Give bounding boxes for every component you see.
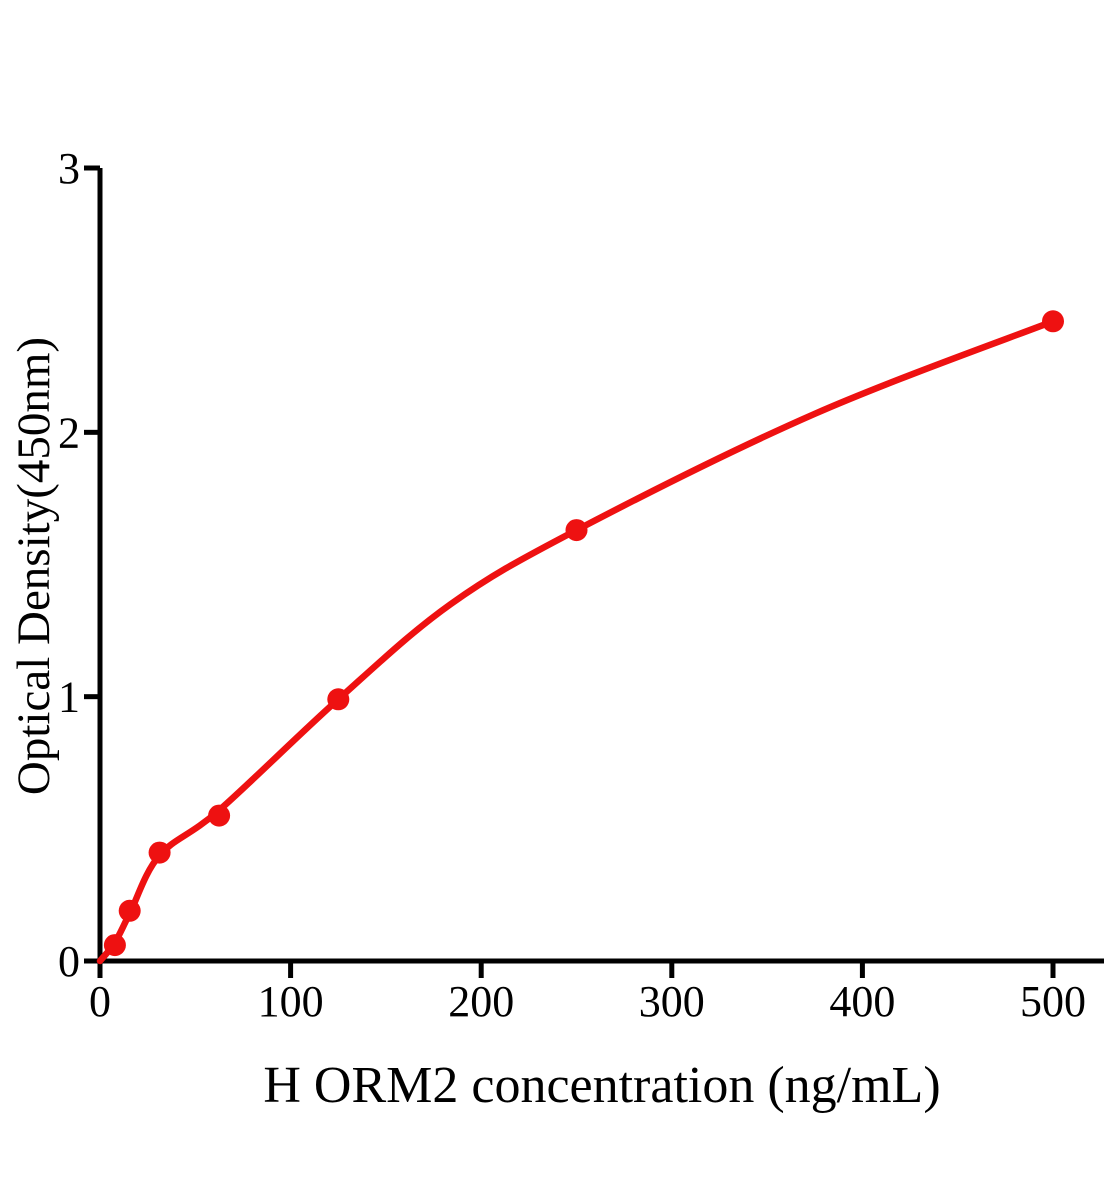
x-axis-title: H ORM2 concentration (ng/mL) [263,1057,941,1114]
x-tick-label: 0 [89,977,111,1026]
y-tick-label: 1 [58,673,80,722]
y-tick-label: 3 [58,144,80,193]
x-tick-label: 200 [448,977,514,1026]
data-point [327,688,350,711]
y-tick-label: 2 [58,408,80,457]
y-tick-label: 0 [58,937,80,986]
axis-lines [97,168,1104,964]
data-point [148,841,171,864]
fit-curve [96,318,1057,965]
x-tick-label: 100 [258,977,324,1026]
data-point [118,899,141,922]
data-point [208,804,231,827]
x-tick-label: 500 [1020,977,1086,1026]
x-tick-label: 400 [829,977,895,1026]
y-axis-title: Optical Density(450nm) [8,336,60,796]
data-point [565,519,588,542]
data-point [1042,310,1064,333]
x-tick-label: 300 [639,977,705,1026]
data-point [103,934,126,957]
